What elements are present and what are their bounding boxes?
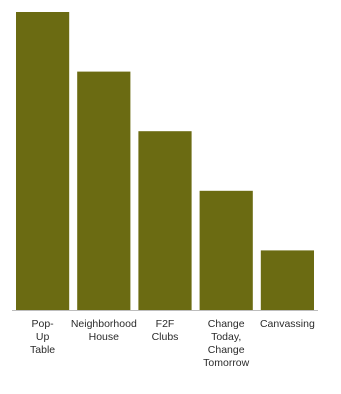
x-tick-label-2: F2F Clubs: [151, 318, 179, 343]
bar-0: [16, 12, 70, 310]
bar-4: [260, 250, 314, 310]
x-tick-label-0: Pop- Up Table: [30, 318, 56, 356]
bar-2: [138, 131, 192, 310]
bar-3: [199, 190, 253, 310]
bar-1: [77, 71, 131, 310]
x-tick-label-3: Change Today, Change Tomorrow: [203, 318, 250, 369]
x-tick-label-1: Neighborhood House: [70, 318, 137, 343]
x-tick-label-4: Canvassing: [259, 318, 315, 330]
